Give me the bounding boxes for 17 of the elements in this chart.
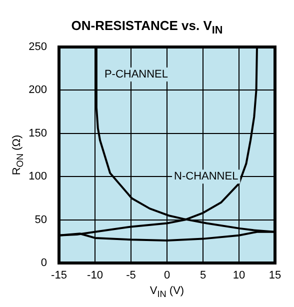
y-tick-label: 100 xyxy=(28,170,47,183)
x-tick-label: -5 xyxy=(126,270,136,282)
y-tick-label: 250 xyxy=(28,41,47,54)
y-tick-label: 50 xyxy=(34,214,47,226)
x-tick-label: -10 xyxy=(87,270,103,282)
x-tick-label: 10 xyxy=(232,270,246,282)
y-tick-label: 150 xyxy=(28,127,47,140)
x-axis-title: V$_{IN}$ (V) xyxy=(148,285,186,300)
series-label: N-CHANNEL xyxy=(174,170,238,183)
y-tick-label: 200 xyxy=(28,84,47,96)
x-tick-label: 5 xyxy=(200,270,206,282)
chart-title: ON-RESISTANCE vs. V$_{IN}$ xyxy=(70,18,224,37)
x-tick-label: 0 xyxy=(164,270,170,282)
x-tick-label: -15 xyxy=(51,270,67,282)
series-label: P-CHANNEL xyxy=(104,68,168,81)
x-tick-label: 15 xyxy=(268,270,282,282)
y-tick-label: 0 xyxy=(40,257,47,270)
